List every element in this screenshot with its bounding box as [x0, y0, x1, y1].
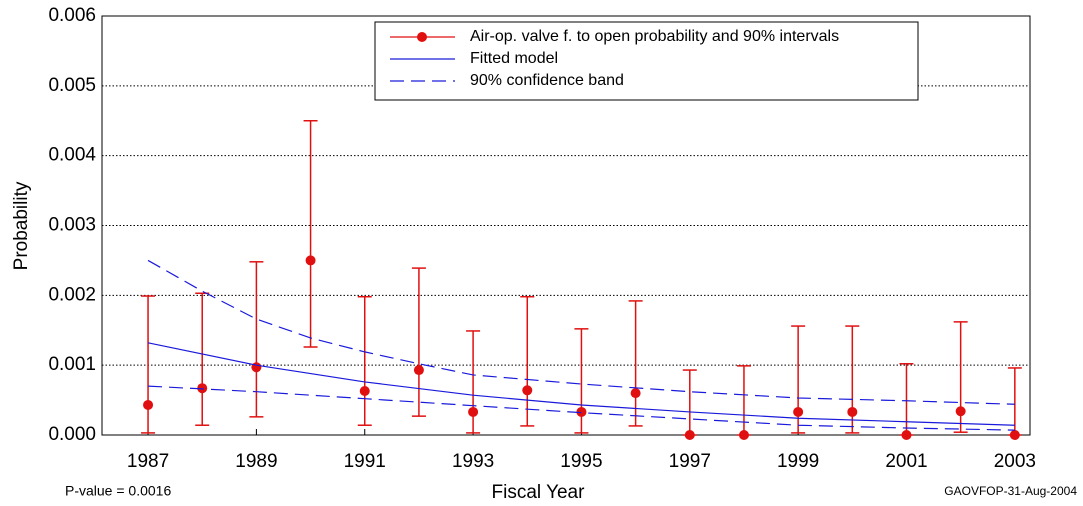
x-axis-label: Fiscal Year	[492, 482, 586, 503]
legend-box	[374, 21, 919, 101]
x-tick-label: 2003	[994, 451, 1036, 472]
point	[197, 383, 208, 394]
point	[576, 406, 587, 417]
y-tick-label: 0.006	[48, 5, 96, 26]
point	[738, 430, 749, 440]
point	[305, 255, 316, 266]
point	[1009, 430, 1020, 440]
fitted-line	[147, 342, 1015, 426]
x-tick-label: 2001	[885, 451, 927, 472]
band-line	[147, 259, 1015, 405]
point	[847, 406, 858, 417]
p-value-note: P-value = 0.0016	[65, 483, 171, 499]
x-tick-label: 1987	[127, 451, 169, 472]
y-tick-label: 0.003	[48, 215, 96, 236]
y-tick-label: 0.001	[48, 354, 96, 375]
point	[793, 406, 804, 417]
x-tick-label: 1999	[777, 451, 819, 472]
x-tick-label: 1997	[669, 451, 711, 472]
y-tick-label: 0.002	[48, 284, 96, 305]
x-tick-label: 1995	[560, 451, 602, 472]
legend-label: Air-op. valve f. to open probability and…	[470, 28, 839, 45]
point	[901, 430, 912, 440]
source-note: GAOVFOP-31-Aug-2004	[944, 484, 1077, 498]
legend-marker	[417, 32, 427, 42]
point	[684, 430, 695, 440]
x-tick-label: 1991	[344, 451, 386, 472]
legend-label: Fitted model	[470, 50, 558, 67]
point	[630, 388, 641, 399]
plot-frame	[101, 15, 1031, 436]
y-axis-label: Probability	[11, 181, 32, 270]
band-line	[148, 385, 1015, 431]
x-tick-label: 1993	[452, 451, 494, 472]
legend-label: 90% confidence band	[470, 72, 624, 89]
point	[468, 406, 479, 417]
y-tick-label: 0.004	[48, 145, 96, 166]
y-tick-label: 0.000	[48, 424, 96, 445]
point	[413, 365, 424, 376]
point	[251, 362, 262, 373]
point	[143, 399, 154, 410]
point	[955, 406, 966, 417]
point	[359, 386, 370, 397]
x-tick-label: 1989	[235, 451, 277, 472]
y-tick-label: 0.005	[48, 75, 96, 96]
point	[522, 385, 533, 396]
